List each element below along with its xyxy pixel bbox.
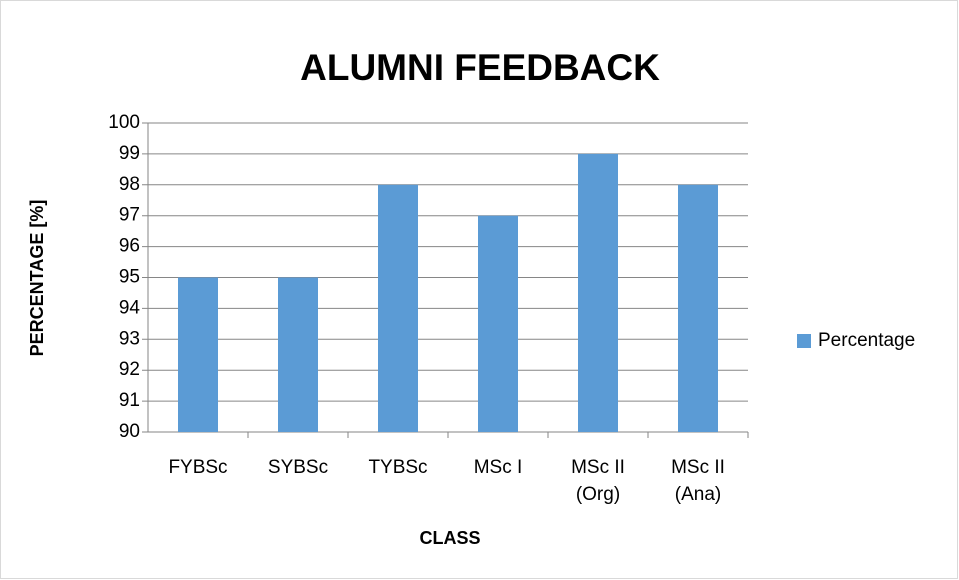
chart-title: ALUMNI FEEDBACK	[300, 47, 660, 88]
y-tick-label: 92	[119, 359, 140, 380]
bar	[178, 277, 218, 432]
x-tick-label: MSc I	[474, 457, 523, 478]
y-axis-label: PERCENTAGE [%]	[27, 200, 47, 357]
legend-label: Percentage	[818, 330, 915, 351]
bar	[378, 184, 418, 432]
x-tick-label: FYBSc	[168, 457, 227, 478]
y-tick-label: 97	[119, 205, 140, 226]
x-tick-label: MSc II (Ana)	[671, 457, 725, 505]
y-tick-label: 99	[119, 143, 140, 164]
x-tick-label: SYBSc	[268, 457, 328, 478]
y-tick-label: 90	[119, 421, 140, 442]
bar	[478, 215, 518, 432]
bar	[678, 184, 718, 432]
bar	[278, 277, 318, 432]
y-tick-label: 94	[119, 297, 141, 318]
y-tick-label: 100	[108, 112, 140, 133]
y-tick-label: 96	[119, 236, 140, 257]
x-tick-label: MSc II (Org)	[571, 457, 625, 505]
legend-swatch	[797, 334, 811, 348]
bar	[578, 153, 618, 432]
x-axis-label: CLASS	[419, 528, 480, 548]
y-tick-label: 98	[119, 174, 140, 195]
x-tick-label: TYBSc	[368, 457, 427, 478]
y-tick-label: 95	[119, 267, 140, 288]
y-tick-label: 93	[119, 328, 140, 349]
y-tick-label: 91	[119, 390, 140, 411]
